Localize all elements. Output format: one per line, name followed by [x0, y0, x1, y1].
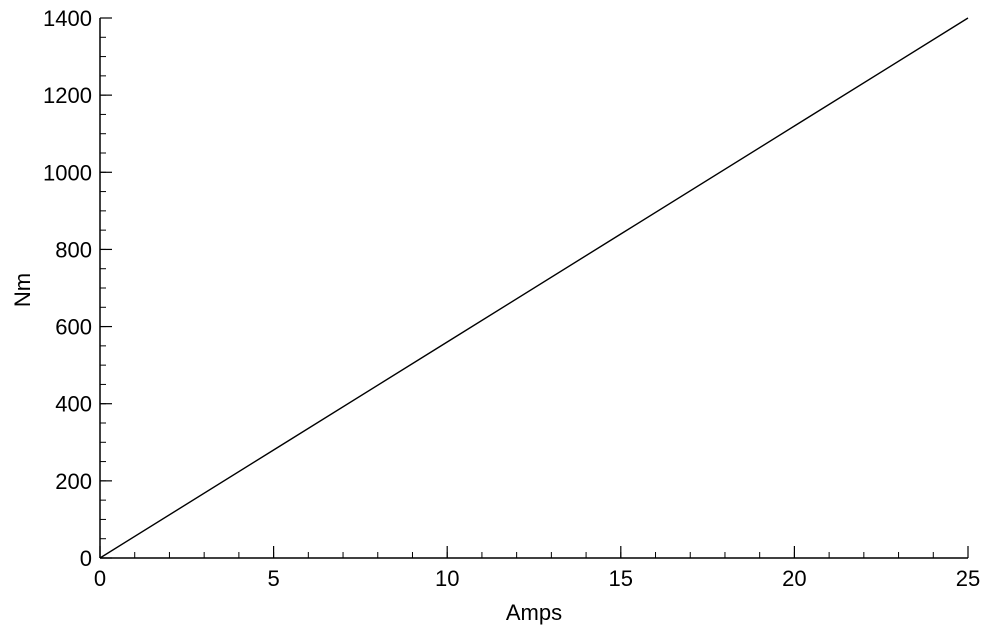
- y-tick-label: 1000: [43, 160, 92, 185]
- y-tick-label: 0: [80, 546, 92, 571]
- y-tick-label: 1200: [43, 83, 92, 108]
- y-tick-label: 200: [55, 469, 92, 494]
- tick-labels: 0 5 10 15 20 25 0 200 400 600 800 1000 1200 1400: [43, 6, 980, 591]
- series-line-1: [99, 17, 969, 559]
- y-axis-title: Nm: [10, 273, 35, 307]
- x-tick-label: 5: [267, 566, 279, 591]
- x-tick-label: 25: [956, 566, 980, 591]
- x-axis-title: Amps: [506, 600, 562, 625]
- ticks: [99, 17, 969, 559]
- x-tick-label: 10: [435, 566, 459, 591]
- series: [99, 17, 969, 559]
- y-tick-label: 800: [55, 237, 92, 262]
- y-tick-label: 400: [55, 392, 92, 417]
- y-tick-label: 1400: [43, 6, 92, 31]
- y-tick-label: 600: [55, 315, 92, 340]
- x-tick-label: 0: [94, 566, 106, 591]
- x-tick-label: 15: [609, 566, 633, 591]
- x-tick-label: 20: [782, 566, 806, 591]
